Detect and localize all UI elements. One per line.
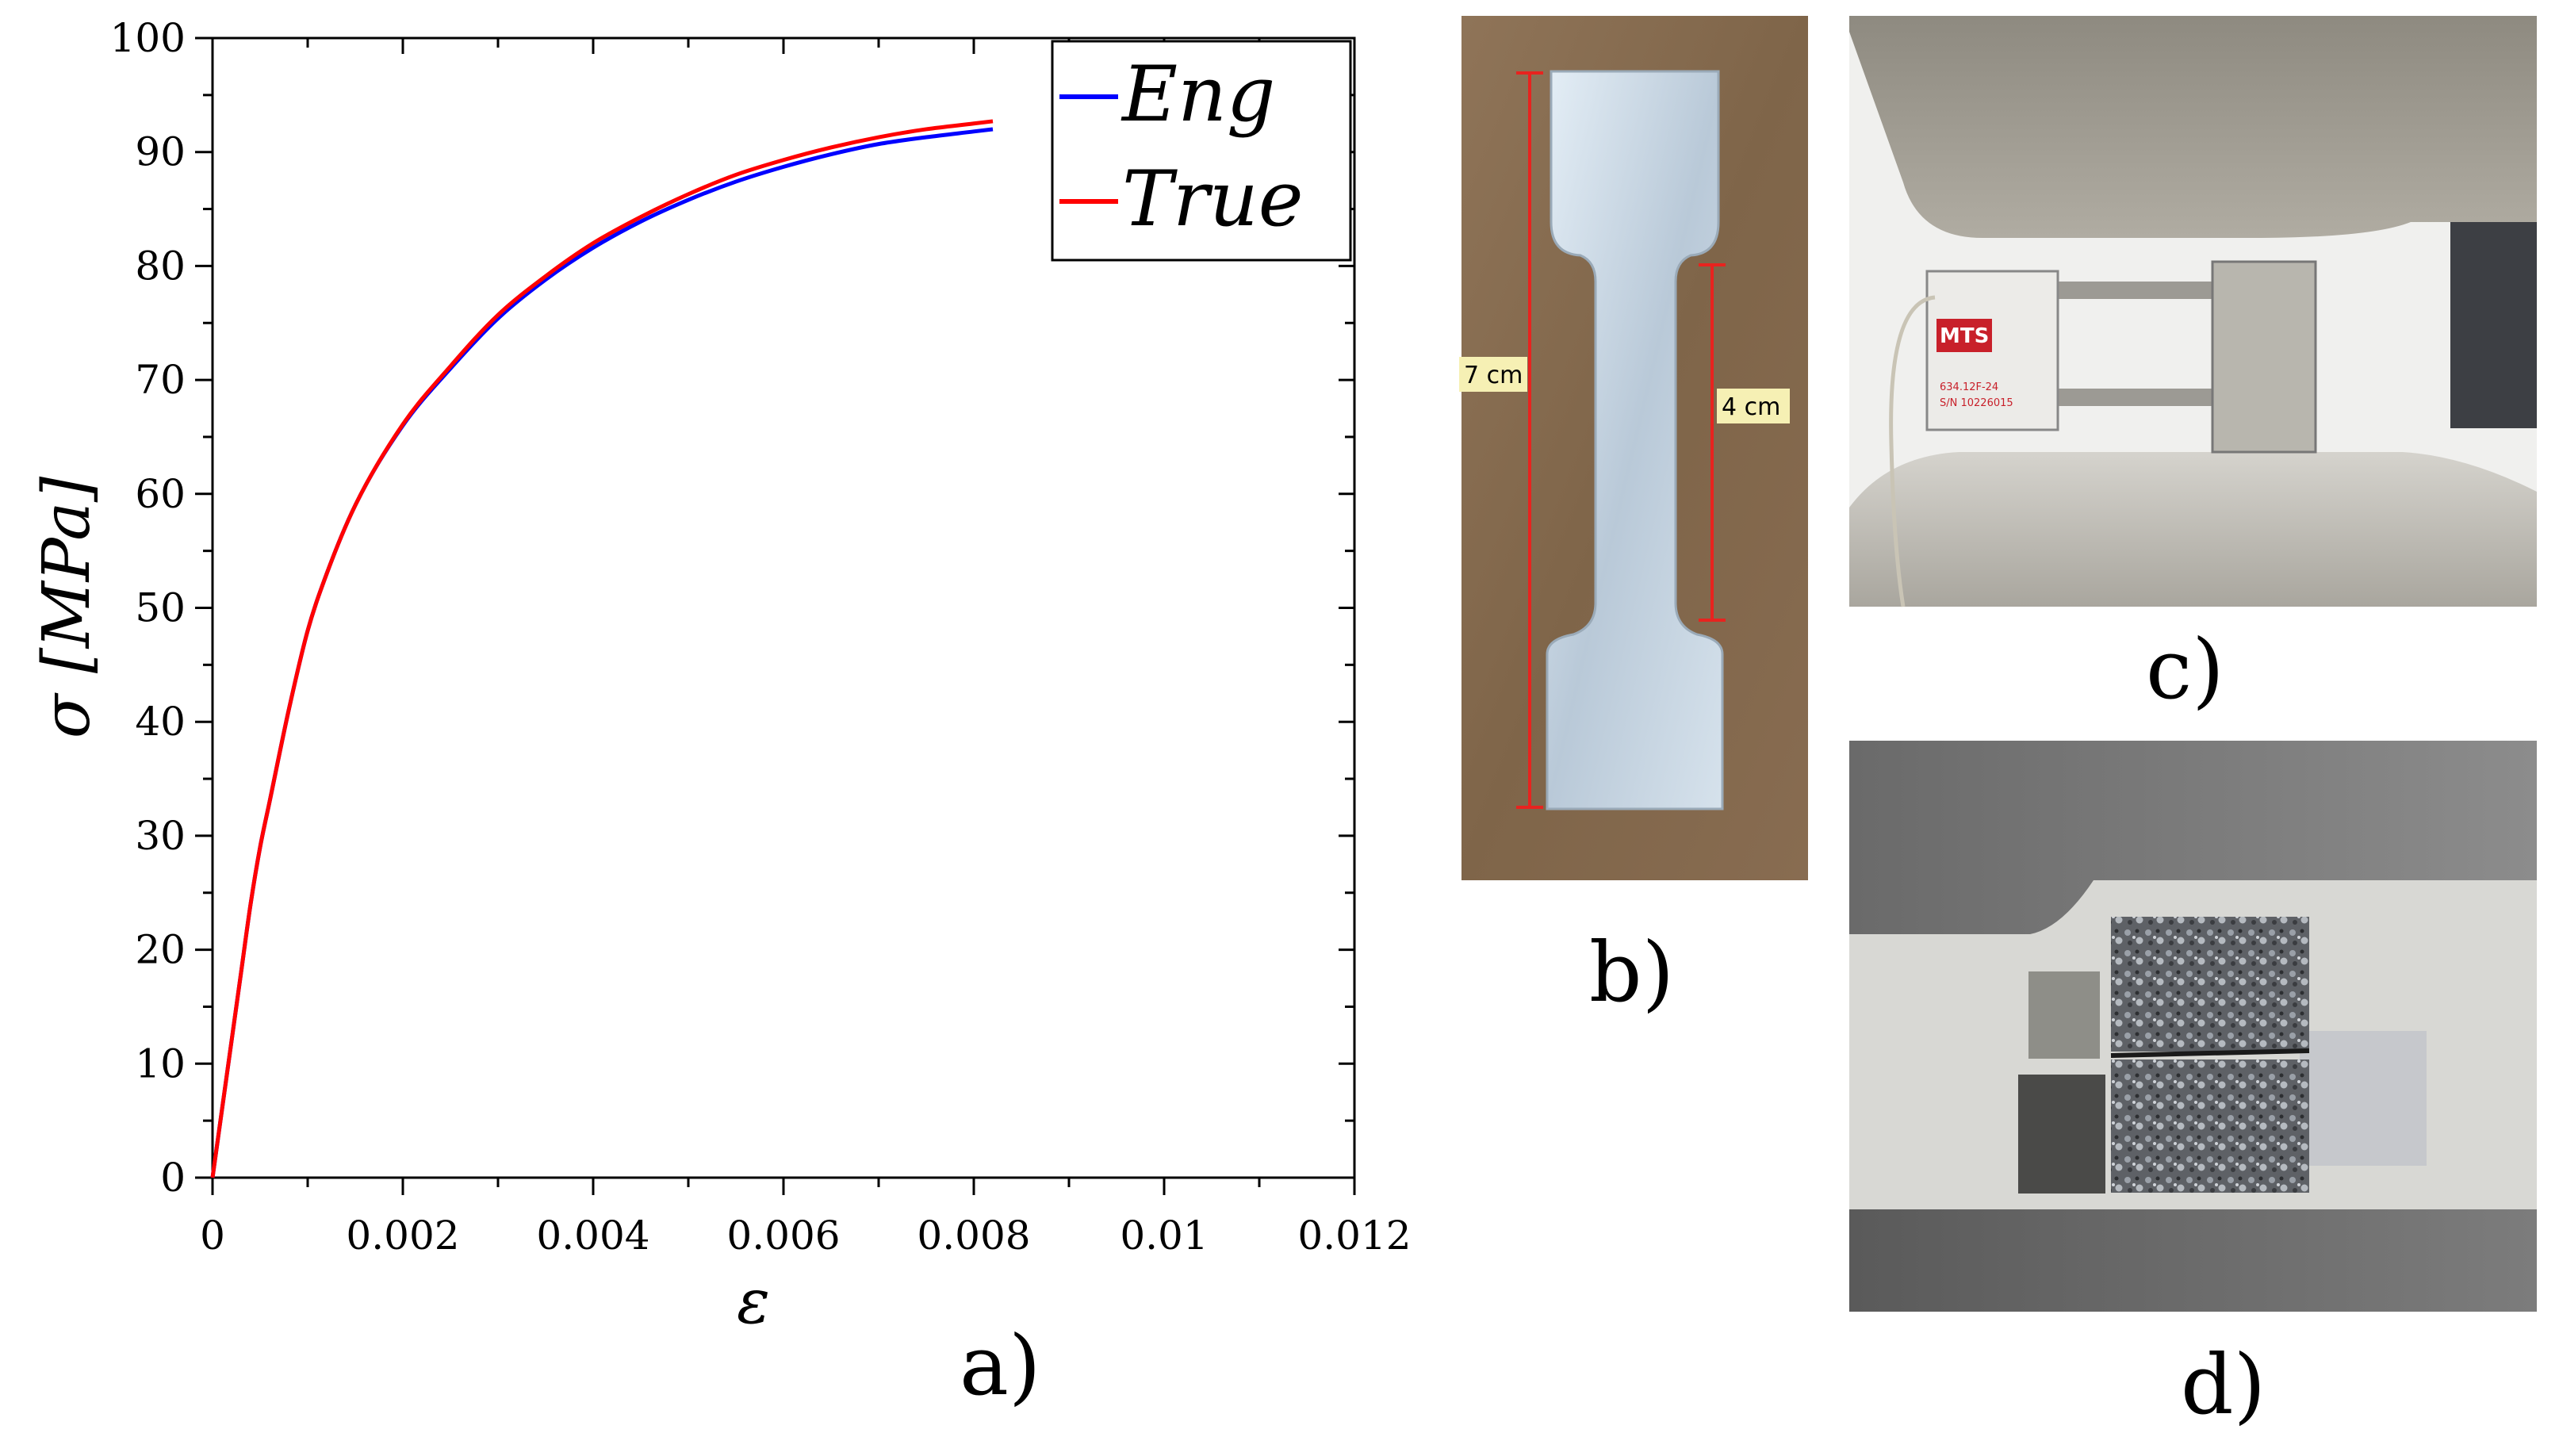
mts-logo-text: MTS — [1940, 324, 1989, 348]
y-tick-label: 90 — [135, 129, 186, 175]
mts-logo-badge — [1936, 319, 1992, 352]
sample-lower-half — [2111, 1059, 2309, 1193]
series-lines — [210, 119, 994, 1178]
y-tick-label: 0 — [160, 1155, 186, 1201]
stress-strain-chart: 0 0.002 0.004 0.006 0.008 0.01 0.012 0 10 20 30 40… — [29, 15, 1412, 1414]
panel-label-b: b) — [1589, 924, 1674, 1021]
legend: Eng True — [1051, 40, 1352, 262]
y-tick-label: 80 — [135, 243, 186, 289]
legend-label-true: True — [1122, 155, 1304, 243]
fracture-crack — [2110, 1048, 2310, 1058]
upper-jaw — [1849, 741, 2537, 934]
device-serial-text: S/N 10226015 — [1940, 397, 2013, 409]
specimen-photo: 7 cm 4 cm b) — [1459, 16, 1808, 1021]
gauge-label: 4 cm — [1722, 393, 1780, 421]
panel-label-d: d) — [2181, 1336, 2266, 1433]
panel-label-c: c) — [2146, 621, 2224, 718]
series-line-eng — [210, 127, 994, 1178]
lower-jaw — [1849, 1209, 2537, 1312]
gauge-label-box — [1717, 389, 1790, 423]
dogbone-specimen — [1546, 70, 1724, 810]
y-tick-label: 40 — [135, 699, 186, 745]
x-tick-label: 0.012 — [1297, 1213, 1411, 1259]
series-line-true — [210, 119, 994, 1178]
lower-grip — [1849, 452, 2537, 607]
x-tick-label: 0.01 — [1120, 1213, 1208, 1259]
y-tick-label: 50 — [135, 585, 186, 631]
sample-upper-half — [2111, 917, 2309, 1052]
extensometer-frame — [2211, 260, 2317, 454]
panel-label-a: a) — [960, 1317, 1041, 1414]
length-label-box — [1459, 357, 1527, 392]
legend-label-eng: Eng — [1121, 50, 1275, 139]
y-tick-labels: 0 10 20 30 40 50 60 70 80 90 100 — [110, 15, 186, 1201]
y-tick-label: 60 — [135, 471, 186, 517]
y-tick-label: 30 — [135, 813, 186, 859]
y-tick-label: 100 — [110, 15, 186, 61]
right-spacer — [2300, 1031, 2427, 1166]
right-dark-fixture — [2450, 222, 2537, 428]
y-ticks — [195, 36, 1354, 1179]
extensometer-photo: MTS 634.12F-24 S/N 10226015 c) — [1849, 16, 2537, 718]
legend-box — [1051, 40, 1352, 262]
x-tick-label: 0.006 — [726, 1213, 840, 1259]
x-tick-label: 0.002 — [346, 1213, 459, 1259]
y-tick-label: 20 — [135, 927, 186, 973]
y-tick-label: 70 — [135, 357, 186, 403]
y-tick-label: 10 — [135, 1040, 186, 1086]
left-spacer-upper — [2028, 971, 2100, 1059]
device-model-text: 634.12F-24 — [1940, 381, 1998, 393]
x-tick-labels: 0 0.002 0.004 0.006 0.008 0.01 0.012 — [200, 1213, 1411, 1259]
x-tick-label: 0.004 — [536, 1213, 649, 1259]
left-spacer-lower — [2018, 1075, 2105, 1194]
x-axis-label: ε — [737, 1266, 770, 1338]
fractured-sample-photo: d) — [1849, 741, 2537, 1433]
upper-grip — [1849, 16, 2537, 238]
y-axis-label: σ [MPa] — [29, 476, 105, 738]
extensometer-cable — [1889, 295, 1936, 607]
x-tick-label: 0 — [200, 1213, 225, 1259]
x-tick-label: 0.008 — [917, 1213, 1030, 1259]
length-label: 7 cm — [1464, 362, 1523, 389]
